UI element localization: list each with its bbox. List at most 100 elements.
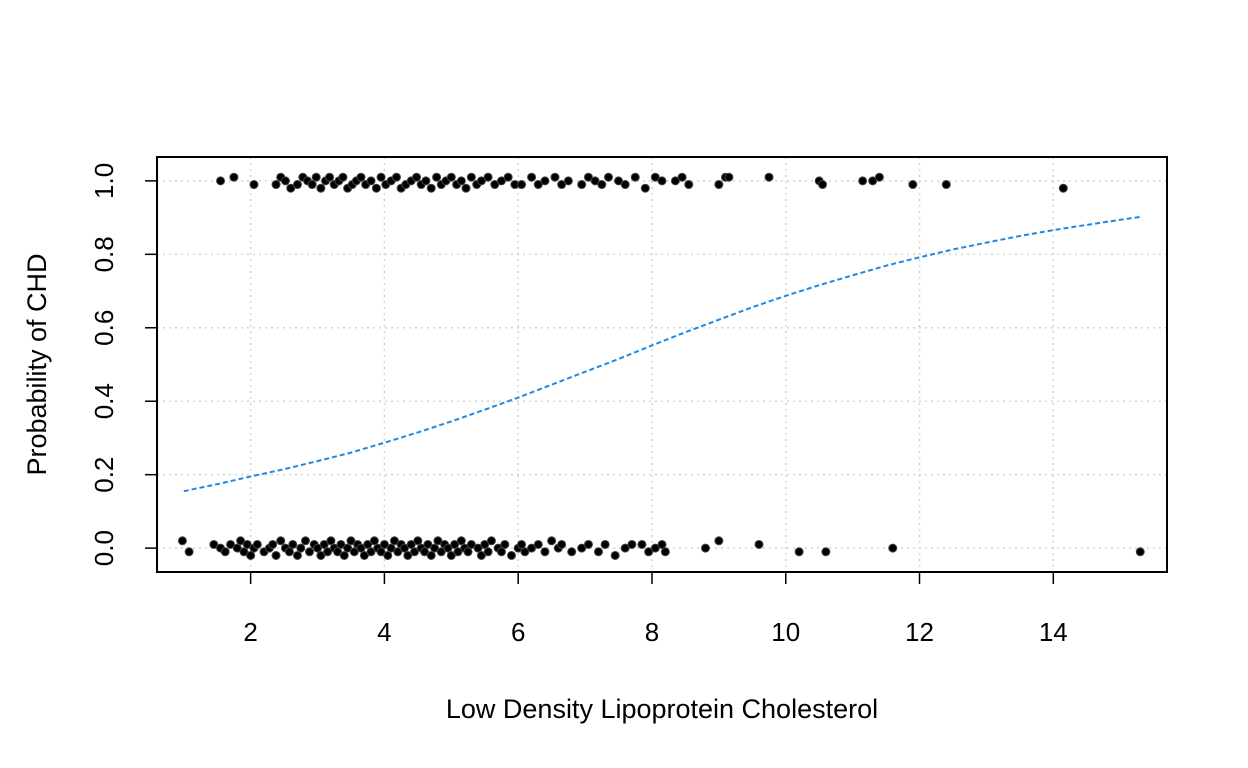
y-axis: 0.0 0.2 0.4 0.6 0.8 1.0 — [89, 163, 158, 566]
data-point — [456, 176, 466, 186]
data-point — [316, 550, 326, 560]
data-point — [557, 180, 567, 190]
data-point — [794, 547, 804, 557]
data-point — [325, 172, 335, 182]
data-point — [908, 180, 918, 190]
data-point — [423, 539, 433, 549]
data-point — [500, 539, 510, 549]
data-point — [343, 543, 353, 553]
data-point — [941, 180, 951, 190]
data-point — [533, 180, 543, 190]
data-point — [650, 543, 660, 553]
data-point — [391, 172, 401, 182]
data-point — [252, 539, 262, 549]
data-point — [412, 172, 422, 182]
data-point — [533, 539, 543, 549]
data-point — [177, 536, 187, 546]
data-point — [821, 547, 831, 557]
data-point — [473, 543, 483, 553]
data-point — [436, 547, 446, 557]
data-point — [305, 547, 315, 557]
data-point — [426, 183, 436, 193]
data-point — [280, 176, 290, 186]
data-point — [319, 539, 329, 549]
data-point — [657, 176, 667, 186]
data-point — [292, 550, 302, 560]
data-point — [764, 172, 774, 182]
data-point — [371, 183, 381, 193]
data-point — [644, 547, 654, 557]
data-point — [216, 176, 226, 186]
y-axis-title: Probability of CHD — [22, 253, 52, 475]
x-tick-label: 12 — [905, 617, 934, 647]
data-point — [446, 172, 456, 182]
data-point — [316, 183, 326, 193]
data-point — [590, 176, 600, 186]
data-point — [567, 547, 577, 557]
data-point — [453, 547, 463, 557]
data-point — [874, 172, 884, 182]
y-tick-label: 0.8 — [89, 236, 119, 272]
data-point — [410, 547, 420, 557]
data-point — [413, 536, 423, 546]
data-point — [620, 180, 630, 190]
x-tick-label: 8 — [645, 617, 659, 647]
data-point — [684, 180, 694, 190]
data-point — [700, 543, 710, 553]
data-point — [229, 172, 239, 182]
data-point — [483, 172, 493, 182]
data-point — [610, 550, 620, 560]
data-point — [563, 176, 573, 186]
data-point — [242, 539, 252, 549]
data-point — [336, 539, 346, 549]
data-point — [346, 536, 356, 546]
data-point — [550, 172, 560, 182]
data-point — [476, 550, 486, 560]
data-point — [818, 180, 828, 190]
data-point — [292, 180, 302, 190]
data-point — [461, 183, 471, 193]
data-point — [670, 176, 680, 186]
data-point — [376, 547, 386, 557]
data-point — [496, 547, 506, 557]
y-tick-label: 0.0 — [89, 530, 119, 566]
data-point — [463, 547, 473, 557]
data-point — [660, 547, 670, 557]
data-point — [421, 176, 431, 186]
x-tick-label: 14 — [1039, 617, 1068, 647]
data-point — [366, 547, 376, 557]
data-point — [300, 536, 310, 546]
data-point — [603, 172, 613, 182]
data-point — [432, 172, 442, 182]
data-point — [540, 547, 550, 557]
data-point — [393, 547, 403, 557]
data-point — [640, 183, 650, 193]
data-point — [406, 539, 416, 549]
data-point — [359, 550, 369, 560]
data-point — [249, 180, 259, 190]
fitted-probability-curve — [183, 215, 1141, 493]
data-point — [284, 547, 294, 557]
x-tick-label: 2 — [243, 617, 257, 647]
data-point — [714, 180, 724, 190]
data-point — [356, 543, 366, 553]
data-point — [480, 539, 490, 549]
x-tick-label: 6 — [511, 617, 525, 647]
data-point — [754, 539, 764, 549]
data-point — [597, 180, 607, 190]
data-point — [379, 539, 389, 549]
data-point — [288, 539, 298, 549]
data-point — [540, 176, 550, 186]
data-point — [466, 172, 476, 182]
data-point — [450, 539, 460, 549]
data-point — [232, 543, 242, 553]
data-point — [868, 176, 878, 186]
data-point — [503, 172, 513, 182]
y-tick-label: 0.2 — [89, 457, 119, 493]
data-point — [490, 180, 500, 190]
data-point — [677, 172, 687, 182]
data-point — [339, 550, 349, 560]
data-point — [184, 547, 194, 557]
data-point — [426, 550, 436, 560]
